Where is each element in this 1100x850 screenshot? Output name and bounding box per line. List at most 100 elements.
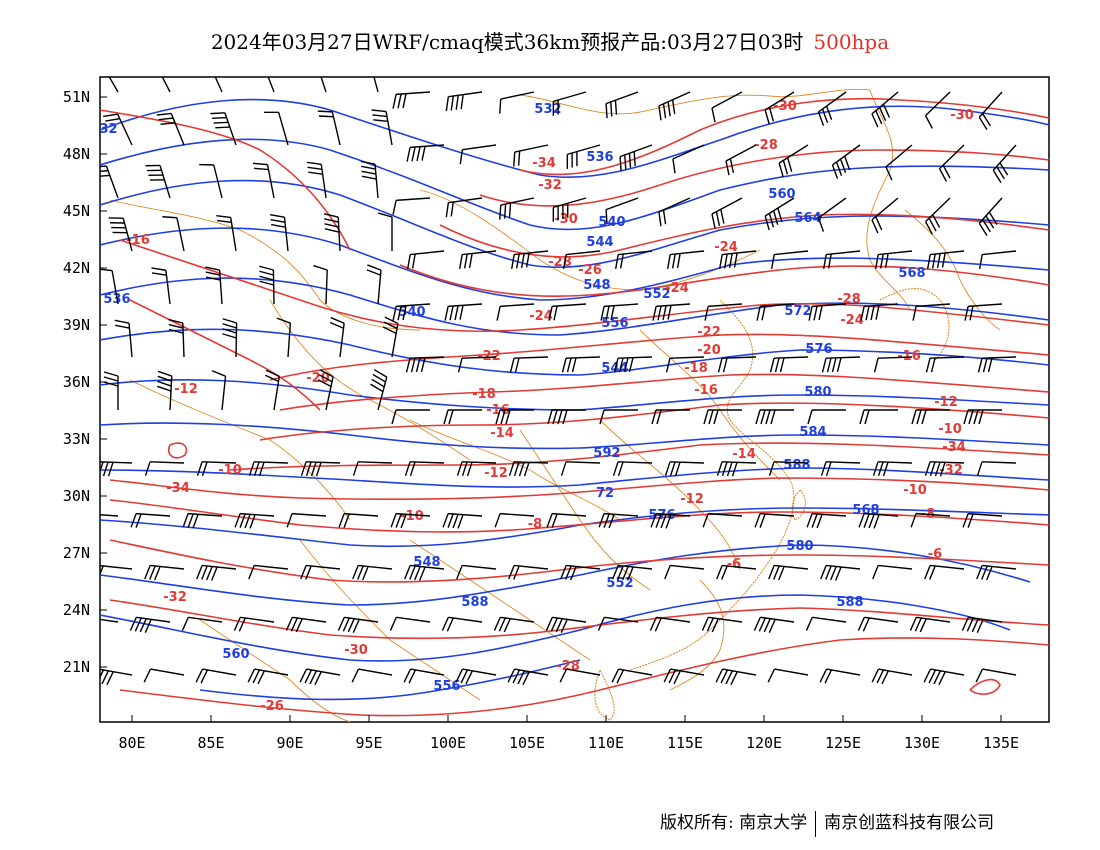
- temperature-contour-label: -14: [490, 426, 514, 441]
- temperature-contour-label: -28: [556, 659, 580, 674]
- wind-barb: [264, 111, 289, 146]
- height-label-group: 532 536 540 544 548 552 556 560 564 568 572 576 580 5…: [90, 102, 926, 694]
- wind-barb: [716, 461, 757, 477]
- wind-barb: [317, 369, 334, 411]
- wind-barb: [658, 91, 691, 121]
- height-contour-label: 584: [799, 425, 826, 440]
- wind-barb: [718, 250, 757, 270]
- height-contour-label: 532: [534, 102, 561, 117]
- wind-barb: [566, 144, 601, 169]
- wind-barb: [151, 267, 171, 305]
- wind-barb: [457, 356, 497, 373]
- wind-barb: [665, 356, 705, 373]
- wind-barb: [858, 512, 899, 529]
- wind-barb: [871, 197, 899, 234]
- wind-barb: [701, 616, 743, 633]
- wind-barb: [317, 110, 341, 146]
- wind-barb: [806, 512, 847, 529]
- lon-tick-label: 90E: [276, 734, 303, 752]
- height-contour-label: 588: [783, 458, 810, 473]
- wind-barb: [704, 303, 743, 321]
- wind-barb: [404, 564, 445, 581]
- temperature-contour-label: -12: [934, 395, 958, 410]
- wind-barb: [807, 409, 846, 425]
- wind-barb: [651, 409, 690, 425]
- lon-tick-label: 105E: [509, 734, 545, 752]
- wind-barb: [406, 144, 445, 162]
- wind-barb: [445, 197, 483, 218]
- wind-barb: [389, 616, 431, 631]
- wind-barb: [614, 250, 653, 270]
- wind-barb: [649, 616, 691, 632]
- height-contour-label: 532: [90, 122, 117, 137]
- wind-barb: [611, 668, 653, 684]
- wind-barb: [499, 91, 535, 114]
- wind-barb: [108, 217, 133, 252]
- wind-barb: [977, 356, 1017, 373]
- wind-barb: [805, 616, 847, 631]
- lon-tick-label: 110E: [588, 734, 624, 752]
- lon-tick-label: 120E: [746, 734, 782, 752]
- wind-barb: [938, 144, 965, 182]
- wind-barb: [129, 616, 171, 633]
- wind-barb: [756, 303, 795, 321]
- wind-barb: [561, 356, 601, 373]
- wind-barb: [664, 564, 705, 580]
- wind-barb: [306, 161, 327, 199]
- temperature-contour-label: -8: [528, 517, 542, 532]
- temperature-contour-label: -18: [684, 361, 708, 376]
- lon-tick-label: 95E: [355, 734, 382, 752]
- wind-barb: [992, 144, 1017, 183]
- wind-barb: [817, 197, 847, 232]
- lon-tick-label: 125E: [825, 734, 861, 752]
- temperature-contour-label: -32: [163, 590, 187, 605]
- wind-barb: [764, 91, 795, 125]
- wind-barb: [494, 512, 535, 528]
- wind-barb: [181, 616, 223, 631]
- lat-tick-label: 24N: [63, 601, 90, 619]
- wind-barb: [510, 250, 549, 270]
- temperature-contour-label: -24: [665, 281, 689, 296]
- lat-tick-label: 36N: [63, 373, 90, 391]
- wind-barb: [652, 303, 691, 321]
- temperature-contour-label: -28: [837, 292, 861, 307]
- wind-barb: [252, 162, 275, 199]
- height-contour-label: 576: [805, 342, 832, 357]
- wind-barb: [600, 303, 639, 321]
- wind-barb: [725, 144, 757, 176]
- height-contour-label: 540: [398, 305, 425, 320]
- wind-barb: [196, 461, 237, 477]
- wind-barb: [100, 512, 119, 517]
- wind-barb: [205, 266, 223, 305]
- wind-barb: [508, 461, 549, 477]
- height-contour-label: 580: [804, 385, 831, 400]
- wind-barb: [767, 668, 809, 683]
- wind-barb: [443, 409, 482, 425]
- temperature-contour-label: -12: [680, 492, 704, 507]
- wind-barb: [323, 213, 341, 252]
- wind-barb: [820, 461, 861, 477]
- wind-barb: [100, 668, 133, 686]
- lon-tick-label: 115E: [667, 734, 703, 752]
- wind-barb: [156, 112, 185, 146]
- wind-barb: [100, 165, 119, 199]
- height-contour-label: 560: [768, 187, 795, 202]
- wind-barb: [276, 317, 292, 358]
- wind-barb: [871, 91, 899, 128]
- lat-tick-label: 27N: [63, 544, 90, 562]
- wind-barb: [455, 668, 497, 685]
- wind-barb: [873, 356, 913, 373]
- wind-barb: [156, 370, 173, 411]
- temperature-contour-label: -10: [400, 509, 424, 524]
- wind-barb: [352, 564, 393, 581]
- temperature-contour-label: -34: [532, 156, 556, 171]
- wind-barb: [963, 409, 1002, 425]
- wind-barb: [368, 77, 379, 93]
- wind-barb: [143, 668, 185, 683]
- wind-barb: [233, 616, 275, 632]
- wind-barb: [403, 668, 445, 684]
- wind-barb: [382, 316, 399, 358]
- temperature-contour-label: -30: [344, 643, 368, 658]
- temperature-contour-label: -20: [697, 343, 721, 358]
- wind-barb: [300, 461, 341, 477]
